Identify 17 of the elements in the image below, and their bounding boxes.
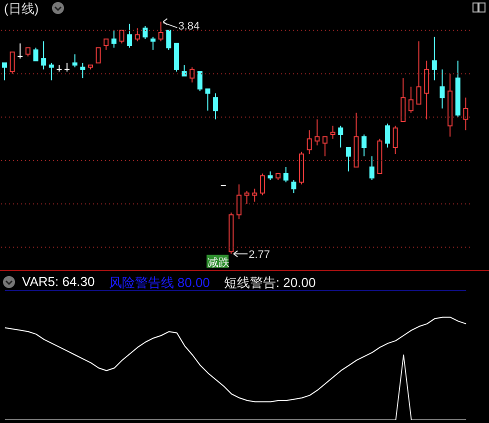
candlestick [80,62,86,79]
candlestick [424,60,430,120]
annotation: 2.77 [248,248,270,261]
text: VAR5: 64.30 [22,274,95,289]
candlestick [448,73,453,138]
candlestick [330,125,336,140]
series-label: 风险警告线 80.00 [108,275,210,290]
candlestick [463,97,468,131]
annotation: 3.84 [178,20,200,33]
candlestick [440,68,445,109]
candlestick [432,36,437,81]
chart-title: (日线) [4,0,39,18]
candlestick [306,130,312,155]
candlestick [252,188,258,202]
text: 短线警告: 20.00 [224,275,316,290]
candlestick [41,40,46,70]
candlestick [314,118,320,146]
